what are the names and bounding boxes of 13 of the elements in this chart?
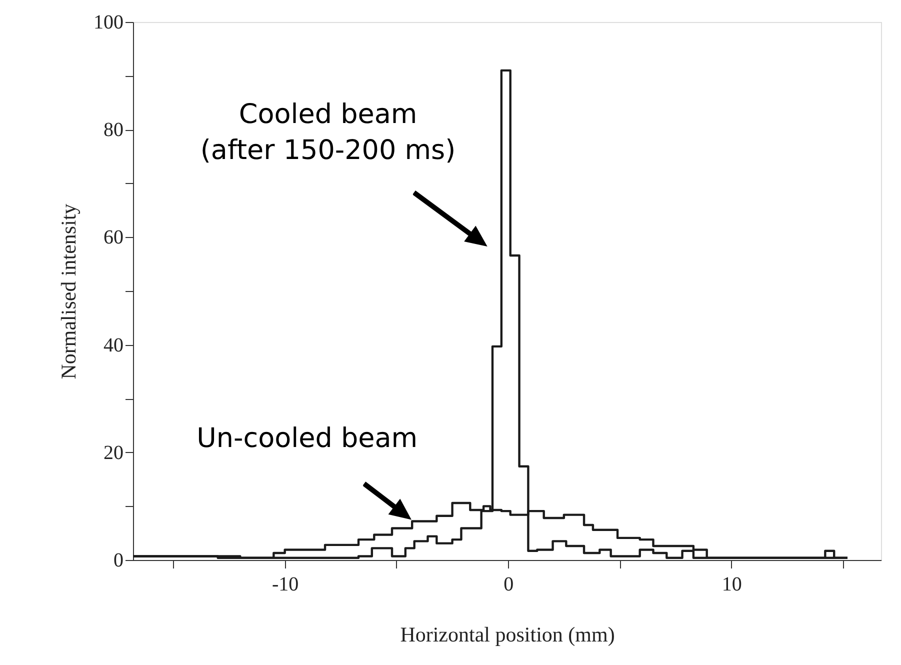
y-axis-title: Normalised intensity: [56, 203, 80, 380]
annotation: Cooled beam (after 150-200 ms): [200, 99, 456, 166]
annotation: Un-cooled beam: [196, 423, 418, 454]
x-tick-label: 0: [504, 574, 514, 596]
x-tick-label: 10: [722, 574, 742, 596]
y-tick-label: 80: [104, 119, 124, 142]
y-tick-label: 40: [104, 334, 124, 356]
y-tick-label: 60: [104, 226, 124, 249]
x-axis-title: Horizontal position (mm): [400, 622, 615, 646]
y-tick-label: 0: [114, 550, 124, 572]
y-tick-label: 100: [94, 12, 124, 34]
x-tick-label: -10: [272, 574, 299, 596]
y-tick-label: 20: [104, 442, 124, 464]
